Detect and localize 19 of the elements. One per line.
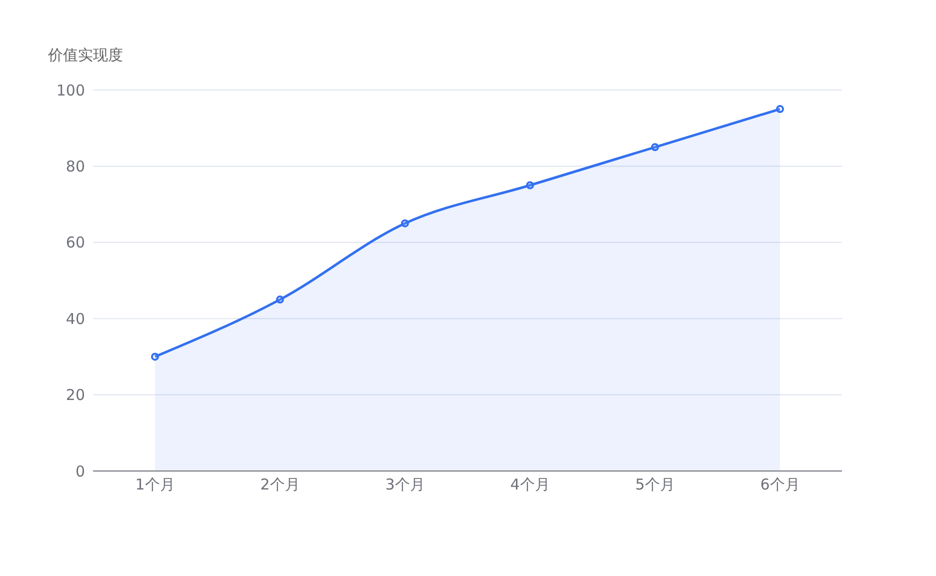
point	[276, 296, 284, 304]
y-tick-label: 0	[75, 462, 85, 480]
x-tick-label: 6个月	[760, 476, 800, 494]
point	[526, 181, 534, 190]
y-tick-label: 100	[56, 81, 85, 100]
point	[776, 105, 784, 114]
x-tick-label: 4个月	[510, 476, 550, 494]
y-tick-label: 40	[66, 310, 85, 328]
y-tick-label: 60	[66, 234, 85, 252]
x-tick-label: 5个月	[635, 476, 675, 494]
y-tick-label: 20	[66, 386, 85, 404]
point	[151, 352, 159, 361]
x-tick-label: 2个月	[260, 476, 300, 494]
y-axis-title: 价值实现度	[48, 46, 123, 65]
x-tick-label: 3个月	[385, 476, 425, 494]
y-tick-label: 80	[66, 158, 85, 176]
point	[651, 143, 659, 152]
x-tick-label: 1个月	[135, 476, 175, 494]
point	[401, 219, 409, 228]
